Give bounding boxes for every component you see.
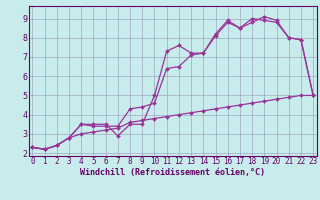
X-axis label: Windchill (Refroidissement éolien,°C): Windchill (Refroidissement éolien,°C) <box>80 168 265 177</box>
